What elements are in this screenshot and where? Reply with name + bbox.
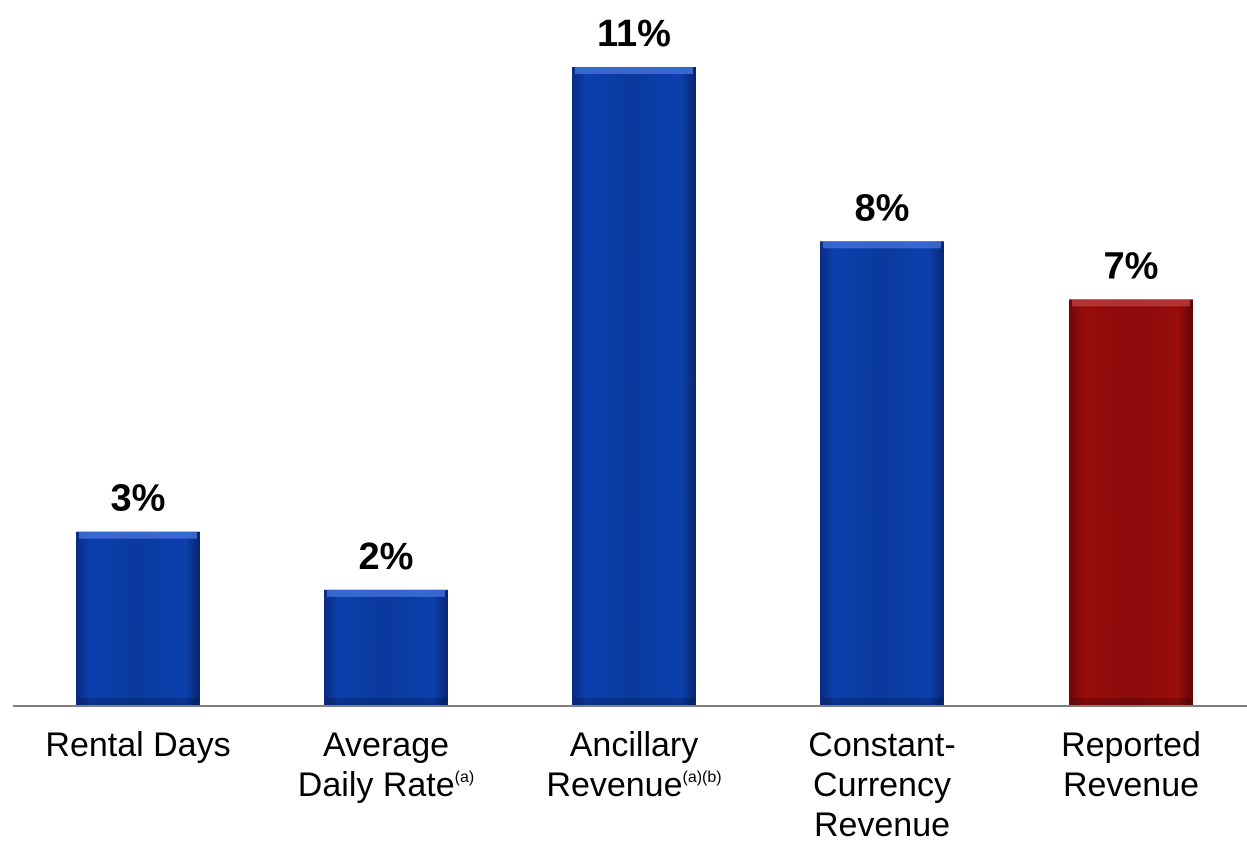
bar-top-bevel [575,67,693,74]
category-label: Currency [813,766,951,804]
data-label: 2% [359,536,414,578]
category-label: Ancillary [570,726,698,764]
data-label: 8% [855,187,910,229]
bar-group [1069,299,1193,706]
bar-top-bevel [1072,299,1190,307]
bar-top-bevel [823,241,941,249]
category-label: Revenue [814,806,950,844]
category-footnote-marker: (a)(b) [683,769,722,786]
category-label: Average [323,726,449,764]
category-label: Revenue [1063,766,1199,804]
bar [76,531,200,706]
bar-top-bevel [327,589,445,597]
category-label: Constant- [808,726,955,764]
bar-group [572,67,696,706]
bars-layer [76,67,1193,707]
bar-bottom-shade [1071,698,1191,706]
category-label: Reported [1061,726,1201,764]
bar-top-bevel [79,531,197,539]
bar [820,241,944,707]
bar [572,67,696,706]
bar [1069,299,1193,706]
bar-group [324,589,448,706]
bar-bottom-shade [78,698,198,706]
bar-group [820,241,944,707]
bar-group [76,531,200,706]
category-footnote-marker: (a) [455,769,475,786]
category-label: Revenue(a)(b) [546,766,721,804]
bar-bottom-shade [326,698,446,706]
category-label: Daily Rate(a) [298,766,474,804]
category-label: Rental Days [45,726,230,764]
data-label: 3% [111,478,166,520]
data-label: 7% [1104,245,1159,287]
bar-bottom-shade [822,698,942,706]
data-label: 11% [597,13,671,55]
bar-bottom-shade [574,698,694,706]
bar [324,589,448,706]
